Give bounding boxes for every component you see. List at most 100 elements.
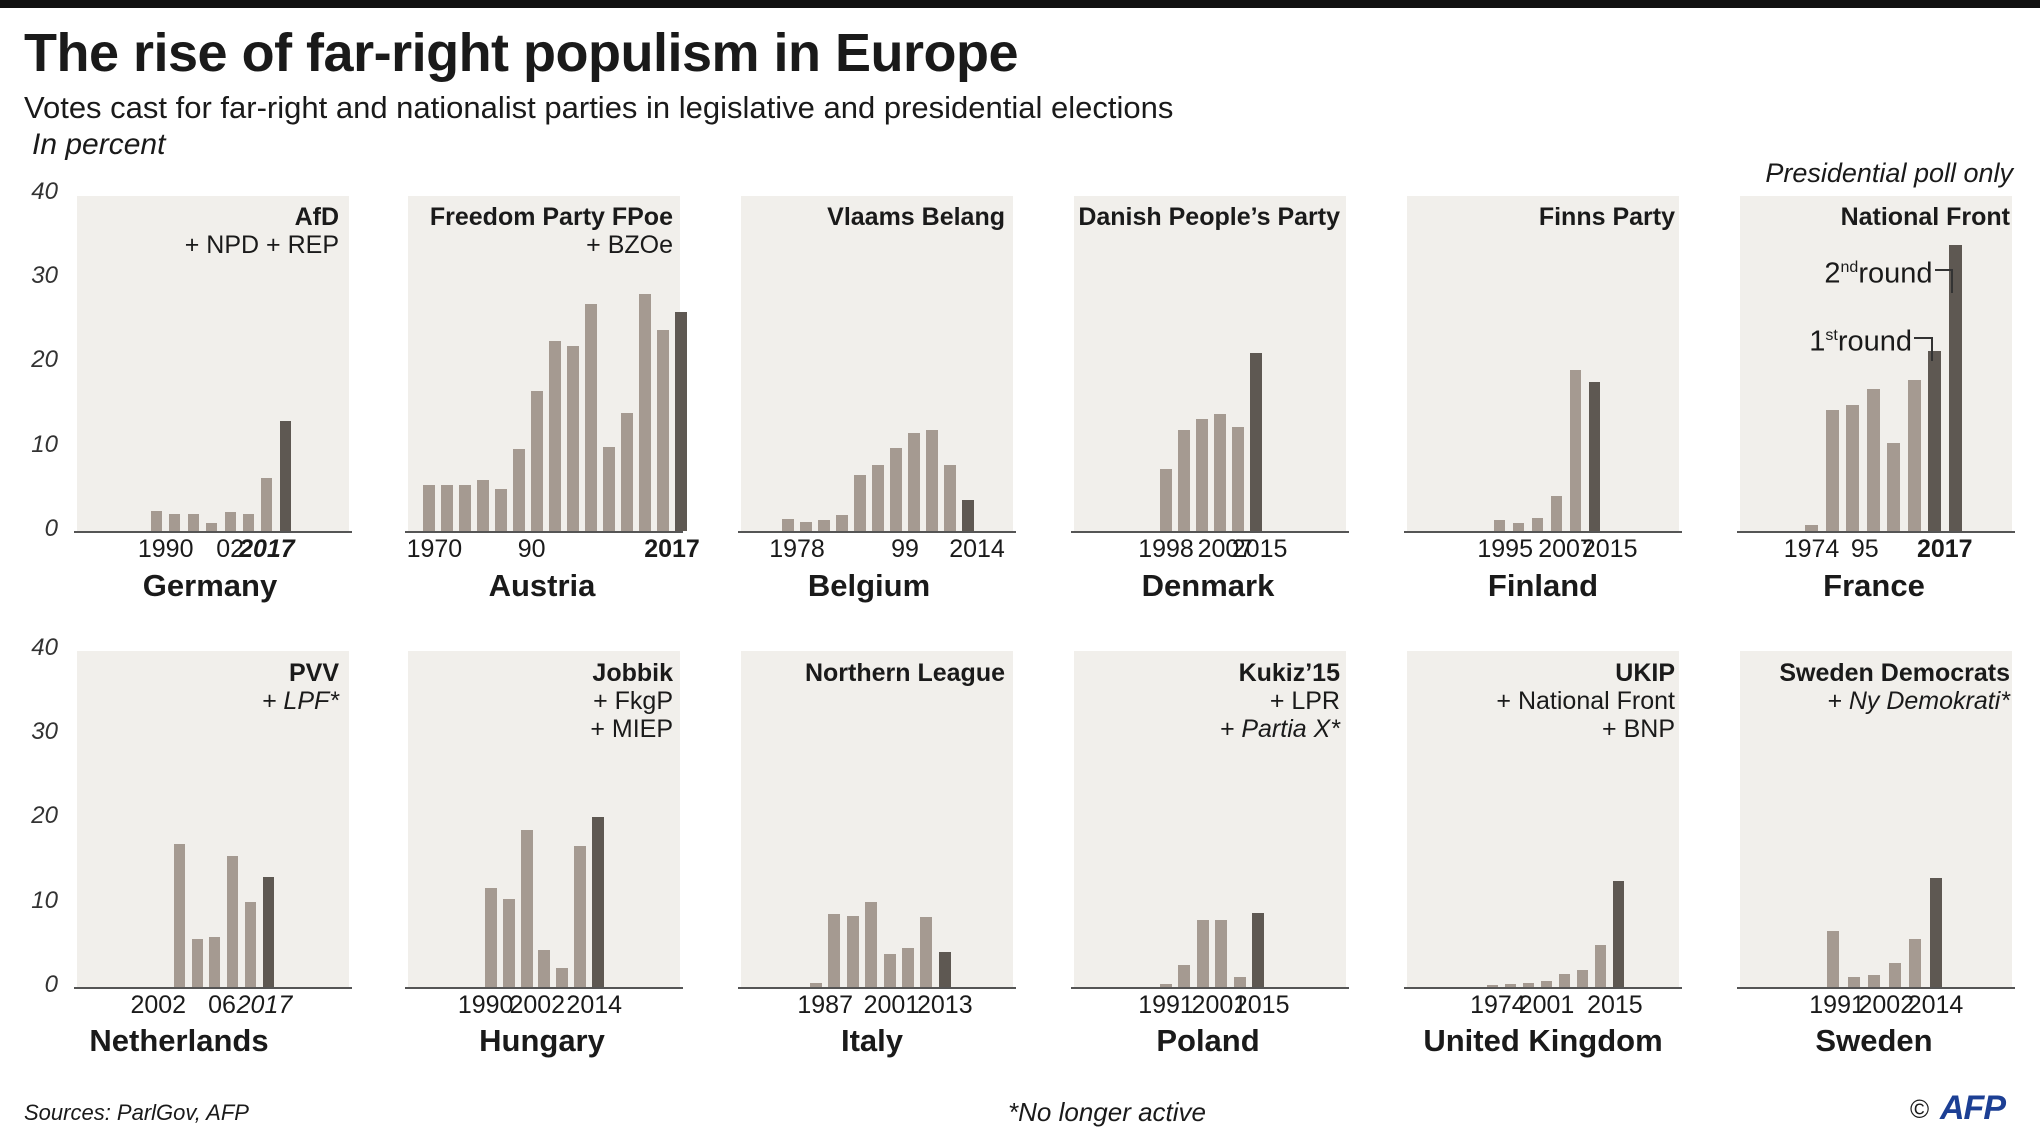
country-label: Netherlands [89,1023,269,1058]
allied-party-label: + National Front [1496,687,1675,715]
bar [1252,912,1264,987]
x-tick-label: 2017 [239,535,295,563]
zero-baseline [738,987,1016,989]
bar [187,514,199,531]
x-tick-label: 1974 [1470,991,1526,1019]
allied-party-label: + FkgP [593,687,673,715]
bar [1178,429,1190,531]
x-tick-label: 2017 [236,991,293,1019]
bar [591,816,604,987]
country-label: United Kingdom [1423,1023,1663,1058]
bar [1232,427,1244,531]
country-label: Belgium [807,568,931,603]
leader-line [1934,269,1953,294]
zero-baseline [1404,987,1682,989]
round-ordinal: st [1825,327,1838,345]
bar [872,465,884,531]
bar [485,888,497,987]
party-label: Freedom Party FPoe [429,203,673,231]
x-tick-label: 02 [216,535,244,563]
bar [1233,976,1246,987]
x-tick-label: 1991 [1138,991,1194,1019]
x-tick-label: 2017 [644,535,700,563]
bar [1160,983,1172,987]
x-tick-label: 95 [1850,535,1879,563]
bar [782,519,794,531]
bar [1570,369,1581,531]
bar [531,391,543,531]
party-label: Danish People’s Party [1078,203,1340,231]
bar [865,901,878,987]
bar [1827,930,1839,987]
bar [206,522,218,531]
allied-party-label: + BNP [1602,715,1675,743]
bar [818,520,830,531]
bar [151,510,162,531]
bar [556,968,569,987]
zero-baseline [1071,987,1349,989]
x-tick-label: 2001 [863,991,920,1019]
y-tick-label: 30 [31,262,58,290]
bar [675,311,687,531]
bar [1541,981,1552,987]
round-number: 1 [1809,326,1826,359]
allied-party-label: + Ny Demokrati* [1827,687,2010,715]
bar [1513,522,1524,531]
bar [883,954,896,987]
chart-title: The rise of far-right populism in Europe [24,23,1019,83]
bar [1909,938,1921,987]
bar [1505,984,1516,987]
bar [279,421,291,531]
x-tick-label: 1990 [457,991,514,1019]
x-tick-label: 1978 [769,535,825,563]
bar [459,485,471,531]
bar [423,484,435,531]
bar [1196,418,1208,531]
allied-party-label: + BZOe [586,231,673,259]
country-label: Sweden [1815,1023,1933,1058]
zero-baseline [405,531,683,533]
x-tick-label: 2017 [1916,535,1973,563]
y-tick-label: 20 [31,346,58,374]
party-label: Kukiz’15 [1238,659,1340,687]
party-label: Northern League [804,659,1005,687]
bar [944,465,956,531]
bar [1846,404,1859,531]
x-tick-label: 2015 [1587,991,1643,1019]
chart-subtitle: Votes cast for far-right and nationalist… [24,90,1174,125]
y-tick-label: 0 [44,515,58,542]
x-tick-label: 1970 [406,535,463,563]
bar [657,329,669,531]
panel-background [1074,196,1346,531]
bar [1805,525,1818,531]
bar [209,937,221,987]
x-tick-label: 2007 [1197,535,1254,563]
bar [1929,878,1942,987]
bar [1523,982,1534,987]
panel-background [1407,651,1679,987]
party-label: National Front [1840,203,2010,231]
x-tick-label: 2013 [916,991,973,1019]
x-tick-label: 2001 [1518,991,1575,1019]
y-tick-label: 20 [31,802,58,830]
panel-background [77,196,349,531]
bar [1928,351,1941,531]
presidential-note: Presidential poll only [1765,158,2013,188]
party-label: Vlaams Belang [827,203,1005,231]
bar [262,876,274,987]
bar [810,982,822,987]
panel-background [408,651,680,987]
bar [1559,974,1570,987]
allied-party-label: + NPD + REP [184,231,339,259]
x-tick-label: 99 [891,535,919,563]
bar [1250,353,1262,531]
second-round-label: 2ndround [1824,253,1932,289]
bar [800,521,812,531]
party-label: Jobbik [592,659,673,687]
bar [227,856,239,987]
zero-baseline [738,531,1016,533]
round-number: 2 [1824,257,1841,290]
bar [567,346,579,531]
panel-background [77,651,349,987]
country-label: Denmark [1141,568,1275,603]
